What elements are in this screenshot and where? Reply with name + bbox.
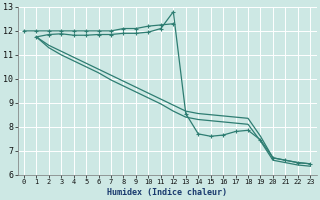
X-axis label: Humidex (Indice chaleur): Humidex (Indice chaleur)	[107, 188, 227, 197]
